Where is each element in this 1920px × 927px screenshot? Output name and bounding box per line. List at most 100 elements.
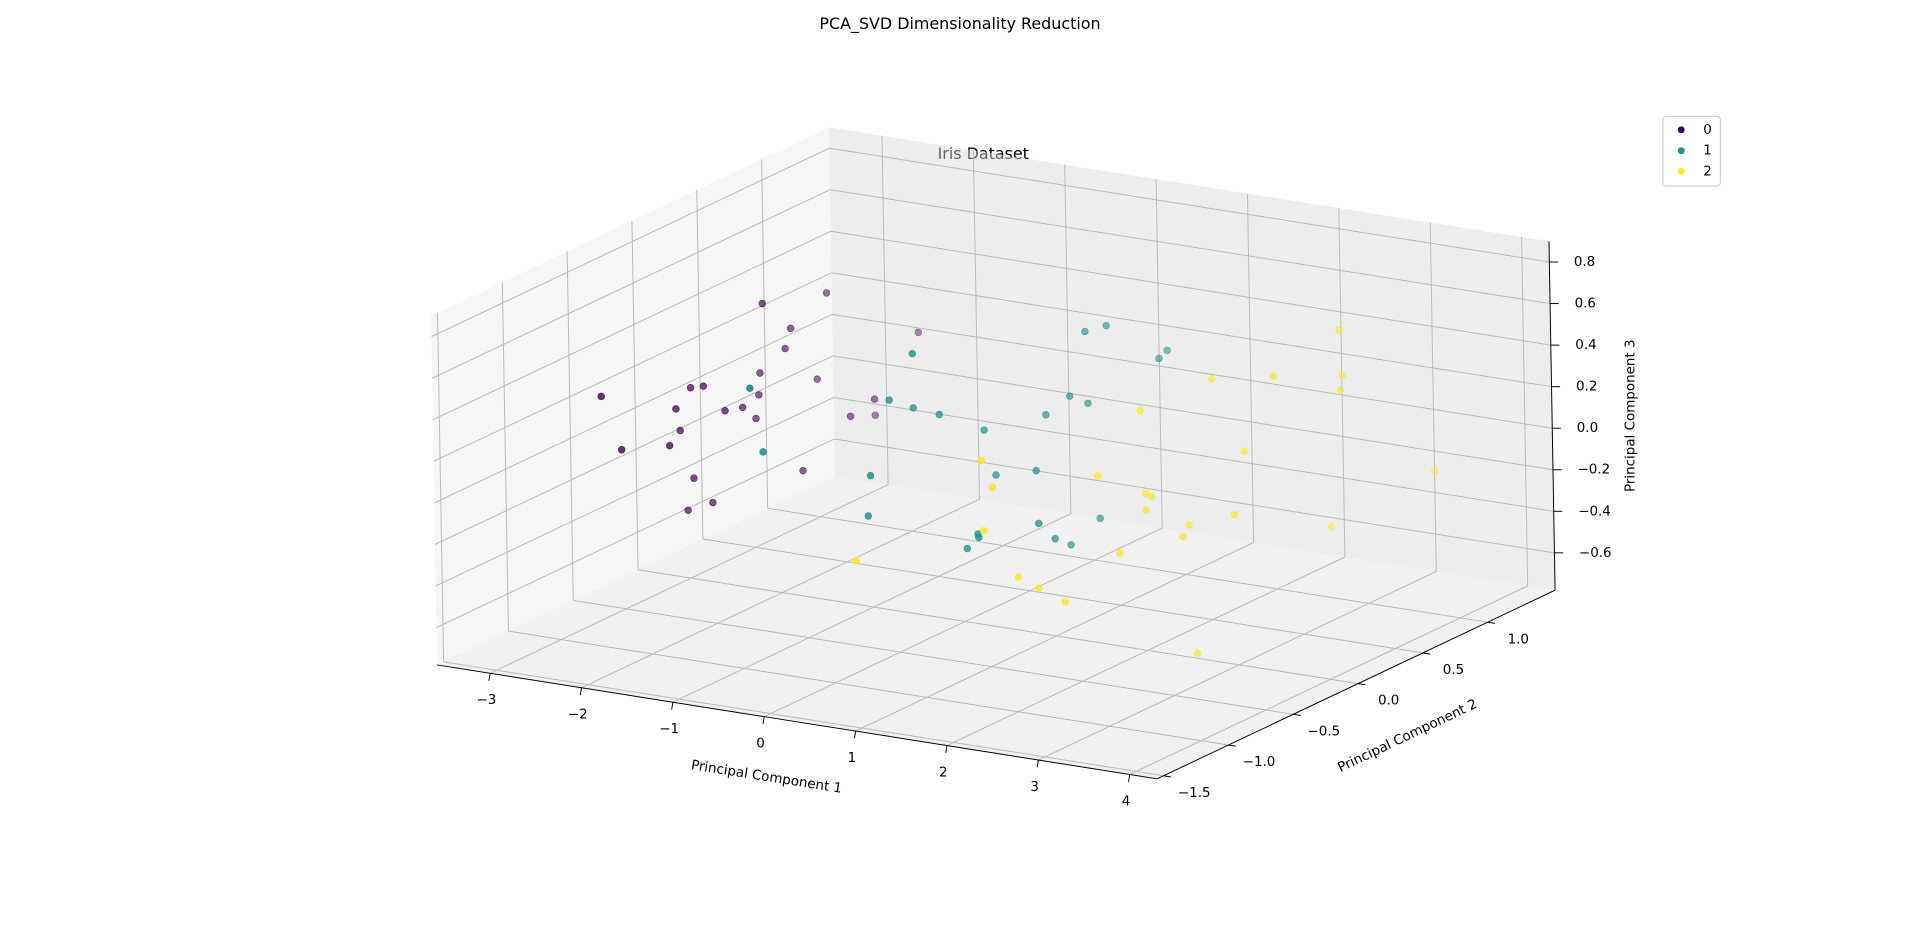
data-point	[756, 369, 764, 377]
legend-marker	[1677, 168, 1685, 175]
grid-line	[431, 147, 830, 338]
y-tick-label: −1.0	[1243, 755, 1276, 770]
x-axis	[437, 664, 1158, 780]
data-point	[1336, 386, 1345, 395]
data-point	[813, 375, 821, 383]
data-point	[746, 384, 754, 392]
z-tick-label: −0.6	[1579, 546, 1612, 561]
grid-line	[1155, 179, 1163, 529]
data-point	[1193, 649, 1202, 658]
y-tick	[1357, 683, 1366, 686]
y-tick-label: −0.5	[1308, 724, 1341, 739]
grid-line	[702, 538, 1423, 654]
data-point	[975, 533, 983, 542]
data-point	[852, 557, 860, 565]
grid-line	[434, 355, 834, 545]
x-tick	[1128, 774, 1131, 782]
y-axis-label: Principal Component 2	[1336, 697, 1480, 776]
data-point	[864, 512, 873, 520]
series	[597, 289, 923, 515]
z-tick-label: 0.0	[1577, 421, 1598, 436]
grid-line	[1338, 208, 1346, 558]
y-tick	[1422, 652, 1431, 655]
data-point	[885, 396, 893, 404]
back-pane	[828, 127, 1556, 591]
data-point	[1096, 514, 1104, 523]
z-axis	[1548, 241, 1556, 591]
grid-line	[435, 396, 834, 587]
grid-line	[501, 282, 509, 632]
data-point	[988, 483, 997, 491]
grid-line	[831, 272, 1552, 388]
data-point	[1042, 411, 1050, 419]
data-point	[1051, 534, 1059, 543]
grid-line	[1521, 236, 1529, 586]
data-point	[980, 527, 988, 535]
data-point	[1230, 511, 1239, 519]
y-tick	[1228, 744, 1236, 747]
data-point	[822, 289, 831, 297]
grid-line	[829, 189, 1551, 305]
data-point	[1065, 392, 1074, 400]
data-point	[1035, 584, 1043, 593]
chart-title: PCA_SVD Dimensionality Reduction	[819, 14, 1100, 34]
legend-label: 2	[1703, 164, 1712, 179]
data-point	[846, 412, 855, 421]
data-point	[799, 466, 807, 475]
legend-marker	[1677, 126, 1685, 134]
grid-line	[833, 396, 1554, 512]
z-tick-label: 0.8	[1574, 255, 1595, 270]
data-point	[963, 544, 972, 553]
data-point	[992, 471, 1000, 479]
grid-line	[432, 230, 832, 421]
data-point	[617, 446, 626, 454]
data-point	[1430, 466, 1439, 475]
grid-line	[443, 661, 1164, 777]
grid-line	[434, 313, 833, 504]
data-point	[1179, 532, 1187, 541]
data-point	[866, 471, 875, 480]
data-point	[686, 383, 695, 392]
data-point	[759, 448, 767, 456]
z-tick-label: −0.4	[1578, 504, 1611, 519]
data-point	[980, 426, 988, 434]
grid-line	[764, 527, 1163, 718]
data-point	[665, 441, 674, 450]
grid-line	[767, 507, 1488, 623]
y-tick	[1487, 621, 1496, 624]
grid-line	[437, 312, 445, 662]
grid-line	[972, 150, 980, 500]
data-point	[1327, 522, 1336, 531]
data-point	[690, 474, 698, 482]
x-tick	[671, 702, 674, 710]
legend-box	[1662, 115, 1722, 187]
grid-line	[431, 189, 831, 379]
data-point	[1014, 573, 1023, 581]
grid-line	[832, 355, 1554, 471]
data-point	[1155, 354, 1163, 363]
grid-line	[696, 190, 704, 540]
y-tick-label: 0.0	[1378, 694, 1399, 709]
data-point	[1163, 346, 1171, 355]
data-point	[977, 456, 986, 465]
data-point	[870, 395, 879, 403]
z-tick-label: 0.4	[1575, 338, 1596, 353]
z-axis-label: Principal Component 3	[1623, 339, 1638, 492]
data-point	[684, 506, 692, 515]
x-tick-label: 3	[1030, 780, 1039, 795]
data-point	[597, 392, 605, 401]
data-point	[1142, 489, 1150, 498]
grid-line	[566, 251, 574, 601]
grid-line	[573, 599, 1294, 715]
data-point	[1116, 549, 1124, 557]
data-point	[721, 406, 729, 415]
data-point	[1094, 472, 1102, 480]
data-point	[871, 411, 879, 419]
grid-line	[830, 230, 1551, 346]
grid-line	[672, 513, 1072, 703]
data-point	[1269, 372, 1278, 381]
grid-line	[1129, 585, 1528, 775]
data-point	[709, 498, 717, 507]
x-tick	[579, 687, 582, 696]
